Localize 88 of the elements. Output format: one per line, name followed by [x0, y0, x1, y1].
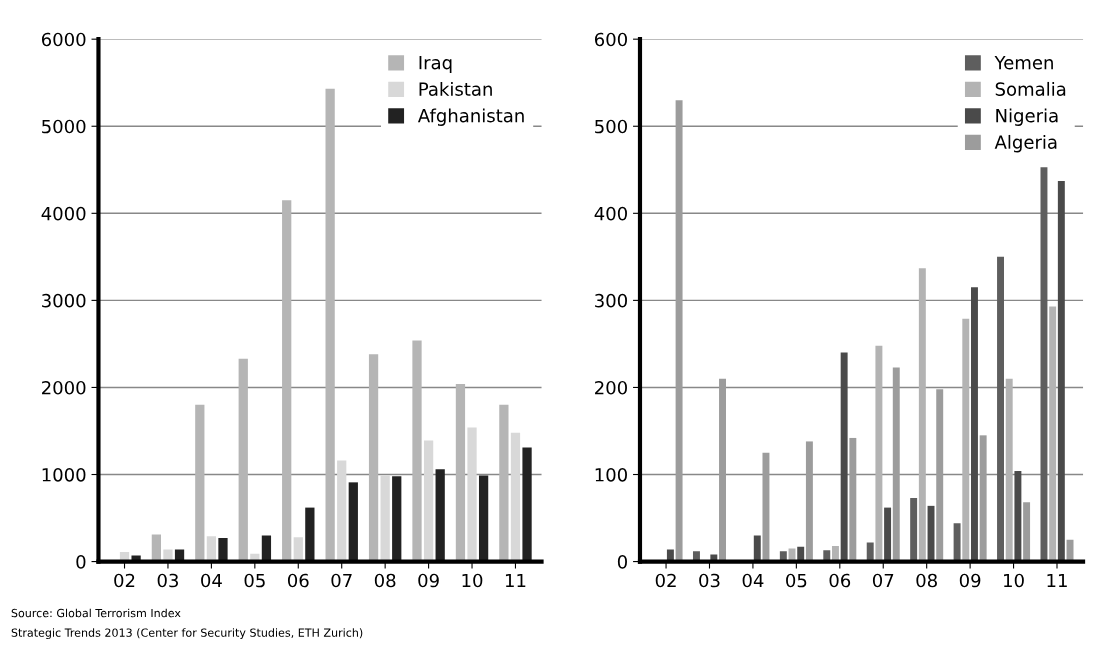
- bar: [435, 469, 445, 562]
- y-tick-label: 0: [76, 555, 86, 569]
- bar: [380, 475, 390, 562]
- x-tick-label: 06: [287, 573, 309, 588]
- bar: [762, 452, 770, 562]
- legend-label: Algeria: [994, 134, 1057, 153]
- y-tick-label: 5000: [42, 119, 86, 134]
- x-tick-label: 03: [157, 573, 178, 588]
- y-tick-label: 400: [594, 206, 627, 221]
- source-note: Source: Global Terrorism Index: [11, 608, 181, 618]
- legend-label: Pakistan: [419, 81, 492, 96]
- bar: [392, 476, 402, 562]
- text: Strategic Trends 2013 (Center for Security Studies, ETH Zurich): [11, 628, 363, 639]
- bar: [936, 389, 944, 562]
- y-tick-label: 0: [617, 555, 627, 569]
- bar: [348, 482, 358, 562]
- legend-label: Iraq: [419, 55, 452, 73]
- legend-label: Nigeria: [996, 108, 1058, 126]
- bar: [962, 318, 970, 562]
- bar: [455, 383, 466, 562]
- x-tick-label: 08: [916, 573, 937, 588]
- y-tick-label: 500: [595, 119, 627, 134]
- x-tick-label: 03: [699, 573, 720, 588]
- bar: [840, 352, 848, 562]
- bar: [325, 88, 335, 562]
- bar: [510, 432, 521, 562]
- x-tick-label: 02: [655, 573, 676, 588]
- bar: [719, 378, 726, 562]
- bar: [238, 358, 248, 562]
- bar: [753, 535, 761, 562]
- bar: [805, 441, 813, 562]
- bar: [849, 437, 857, 562]
- bar: [467, 427, 477, 562]
- bar: [1049, 306, 1057, 562]
- x-tick-label: 04: [201, 573, 222, 588]
- bar: [884, 507, 892, 562]
- bar: [979, 435, 987, 562]
- bar: [218, 538, 228, 562]
- bar: [499, 404, 509, 562]
- x-tick-label: 06: [829, 573, 851, 588]
- x-tick-label: 10: [1004, 573, 1024, 588]
- y-tick-label: 600: [594, 32, 627, 47]
- x-tick-label: 04: [742, 573, 764, 588]
- y-tick-label: 3000: [42, 293, 86, 308]
- bar: [910, 498, 918, 562]
- bar: [478, 475, 489, 562]
- bar: [1014, 471, 1022, 562]
- bar: [282, 200, 292, 562]
- bar: [970, 287, 978, 562]
- x-tick-label: 10: [462, 573, 483, 588]
- bar: [412, 340, 422, 562]
- x-tick-label: 07: [872, 573, 894, 588]
- bar: [337, 460, 347, 562]
- bar: [305, 507, 315, 562]
- bar: [675, 100, 683, 562]
- bar: [1057, 181, 1065, 562]
- bar: [875, 345, 883, 562]
- legend-label: Somalia: [995, 81, 1066, 96]
- x-tick-label: 08: [374, 573, 396, 588]
- bar: [195, 404, 205, 562]
- y-tick-label: 100: [595, 467, 627, 482]
- y-tick-label: 200: [595, 380, 627, 395]
- x-tick-label: 05: [244, 573, 265, 588]
- y-tick-label: 2000: [42, 380, 86, 395]
- bar: [423, 440, 434, 562]
- bar: [1023, 502, 1031, 562]
- x-tick-label: 11: [505, 573, 526, 588]
- bar: [953, 523, 961, 562]
- bar: [522, 447, 532, 562]
- x-tick-label: 09: [959, 573, 981, 588]
- x-tick-label: 07: [331, 573, 352, 588]
- x-tick-label: 05: [786, 573, 807, 588]
- bar: [997, 256, 1004, 562]
- x-tick-label: 11: [1047, 573, 1067, 588]
- legend-label: Afghanistan: [417, 108, 524, 126]
- y-tick-label: 6000: [41, 32, 86, 47]
- y-tick-label: 4000: [41, 206, 86, 221]
- bar: [918, 268, 926, 562]
- x-tick-label: 09: [418, 573, 439, 588]
- bar: [927, 505, 935, 562]
- bar: [1040, 167, 1048, 562]
- y-tick-label: 1000: [42, 467, 86, 482]
- x-tick-label: 02: [114, 573, 135, 588]
- bar: [892, 367, 900, 562]
- legend-label: Yemen: [994, 55, 1053, 70]
- y-tick-label: 300: [595, 293, 627, 308]
- bar: [1005, 378, 1013, 562]
- bar: [368, 354, 379, 562]
